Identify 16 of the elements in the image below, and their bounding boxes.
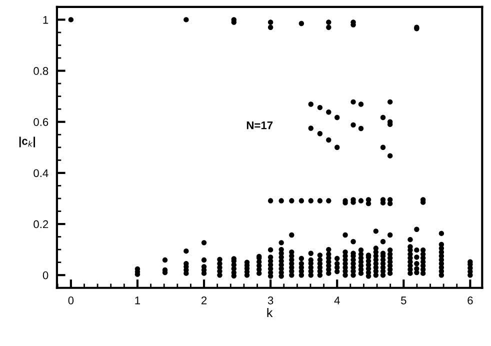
x-tick-label: 3: [268, 296, 274, 304]
y-tick-label: 0.4: [34, 169, 48, 178]
x-tick-label: 0: [68, 296, 74, 304]
y-tick-label: 0.2: [34, 220, 48, 228]
annotation: N=17: [246, 121, 273, 130]
x-tick-label: 4: [334, 296, 340, 304]
y-tick-label: 1: [43, 16, 48, 24]
y-tick-label: 0.8: [34, 67, 48, 75]
x-tick-label: 1: [135, 296, 140, 304]
x-tick-label: 6: [468, 296, 473, 304]
y-tick-label: 0.6: [34, 118, 48, 126]
y-axis-title: |c$_{k}$|: [19, 136, 35, 148]
x-tick-label: 2: [201, 296, 207, 304]
x-tick-label: 5: [400, 296, 406, 304]
y-tick-label: 0: [42, 271, 48, 280]
x-axis-title: k: [267, 308, 273, 318]
